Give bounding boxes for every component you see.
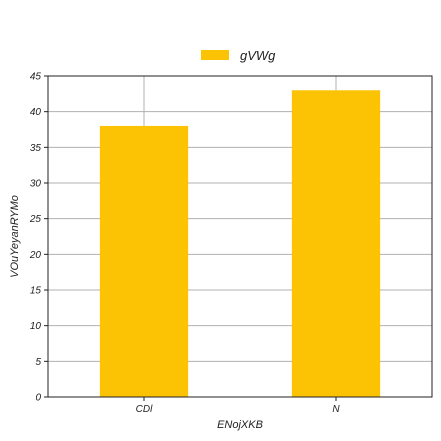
- y-tick-label-40: 40: [30, 107, 42, 118]
- x-tick-label-N: N: [332, 404, 340, 415]
- y-tick-label-10: 10: [30, 321, 42, 332]
- y-tick-label-35: 35: [30, 143, 42, 154]
- plot-frame: [47, 75, 433, 398]
- y-tick-label-5: 5: [35, 357, 41, 368]
- bar-N: [291, 90, 381, 398]
- y-tick-label-30: 30: [30, 179, 42, 190]
- vertical-gridlines: [143, 76, 337, 126]
- x-axis-label: ENojXKB: [217, 419, 263, 431]
- bar-CDl: [99, 125, 189, 397]
- legend-swatch: [201, 50, 229, 60]
- y-axis: 0 5 10 15 20 25 30 35 40 45: [29, 72, 48, 404]
- legend: gVWg: [201, 48, 276, 63]
- bars: [99, 90, 381, 398]
- y-tick-label-45: 45: [30, 72, 42, 83]
- y-axis-label: VOuYeyanRYMo: [9, 195, 21, 278]
- legend-label: gVWg: [240, 48, 276, 63]
- y-tick-label-25: 25: [29, 214, 42, 225]
- y-tick-label-0: 0: [35, 393, 41, 404]
- x-tick-label-CDl: CDl: [136, 404, 153, 415]
- x-axis: CDl N: [136, 397, 340, 415]
- y-tick-label-20: 20: [29, 250, 42, 261]
- y-tick-label-15: 15: [30, 286, 42, 297]
